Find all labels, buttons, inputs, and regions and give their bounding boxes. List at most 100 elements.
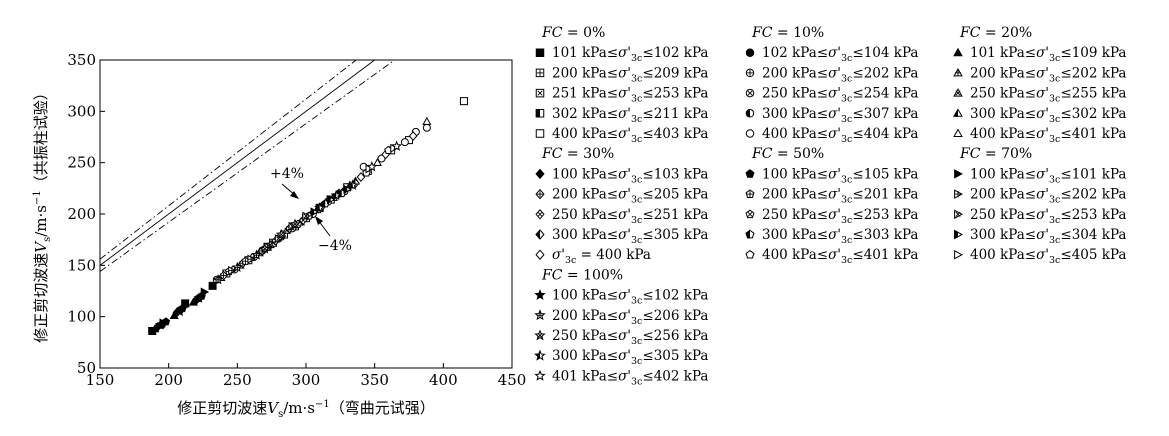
plus-4-label: +4% <box>270 166 304 182</box>
legend-entry-label: 200 kPa≤σ'3c≤202 kPa <box>762 65 918 84</box>
legend-entry-label: 250 kPa≤σ'3c≤251 kPa <box>552 207 708 226</box>
x-axis-label: 修正剪切波速Vs/m·s−1（弯曲元试强） <box>177 399 435 420</box>
square-x-marker <box>535 88 545 98</box>
tri-right-filled-marker <box>181 301 190 311</box>
star-half-marker <box>330 189 342 201</box>
tri-right-half-marker <box>310 207 319 217</box>
legend-entry-label: 302 kPa≤σ'3c≤211 kPa <box>552 106 708 125</box>
data-points <box>148 97 468 336</box>
diamond-half-marker <box>535 229 545 240</box>
square-half-marker <box>535 109 545 118</box>
star-filled-marker <box>534 289 546 300</box>
star-plus-marker <box>212 273 224 285</box>
y-axis-label: 修正剪切波速Vs/m·s−1（共振柱试验） <box>32 85 53 343</box>
star-plus-marker <box>534 309 546 321</box>
legend-entry-label: 200 kPa≤σ'3c≤201 kPa <box>762 187 918 206</box>
legend-entry-label: 200 kPa≤σ'3c≤209 kPa <box>552 65 708 84</box>
legend-entry-label: 400 kPa≤σ'3c≤405 kPa <box>970 247 1126 266</box>
tri-right-filled-marker <box>200 287 210 297</box>
legend-entry-label: 100 kPa≤σ'3c≤105 kPa <box>762 166 918 185</box>
y-tick-label: 300 <box>67 102 96 120</box>
legend-entry-label: 250 kPa≤σ'3c≤253 kPa <box>762 207 918 226</box>
circle-plus-marker <box>745 68 755 78</box>
diamond-open-marker <box>408 131 418 141</box>
triangle-open-marker <box>372 157 382 166</box>
diamond-open-marker <box>535 249 545 260</box>
legend-group-title: FC = 0% <box>541 25 605 41</box>
legend-entry-label: 100 kPa≤σ'3c≤103 kPa <box>552 166 708 185</box>
x-tick-label: 350 <box>360 371 389 389</box>
tri-right-plus-marker <box>954 189 963 199</box>
diamond-plus-marker <box>535 188 545 200</box>
legend-entry-label: 251 kPa≤σ'3c≤253 kPa <box>552 86 708 105</box>
tri-right-half-marker <box>954 229 963 240</box>
minus-4-arrowhead <box>315 216 323 225</box>
y-tick-label: 100 <box>67 308 96 326</box>
equality-line <box>99 59 375 266</box>
triangle-open-marker <box>953 128 963 137</box>
triangle-plus-marker <box>953 67 963 77</box>
diamond-plus-marker <box>219 270 228 281</box>
legend-group-title: FC = 10% <box>751 25 824 41</box>
circle-open-marker <box>745 129 755 138</box>
square-open-marker <box>535 129 545 138</box>
legend-entry-label: 300 kPa≤σ'3c≤303 kPa <box>762 227 918 246</box>
triangle-x-marker <box>953 88 963 97</box>
star-half-marker <box>314 202 326 213</box>
legend-entry-label: 200 kPa≤σ'3c≤202 kPa <box>970 187 1126 206</box>
tolerance-line <box>99 59 395 272</box>
x-tick-label: 450 <box>498 371 527 389</box>
legend-entry-label: 200 kPa≤σ'3c≤205 kPa <box>552 187 708 206</box>
square-open-marker <box>459 97 468 106</box>
legend-entry-label: 200 kPa≤σ'3c≤206 kPa <box>552 308 708 327</box>
legend-entry-label: 300 kPa≤σ'3c≤305 kPa <box>552 348 708 367</box>
diamond-open-marker <box>356 172 366 182</box>
x-tick-label: 150 <box>86 371 115 389</box>
circle-open-marker <box>422 123 431 132</box>
minus-4-label: −4% <box>318 238 352 254</box>
x-tick-label: 200 <box>154 371 183 389</box>
star-plus-marker <box>251 249 262 260</box>
legend-entry-label: 200 kPa≤σ'3c≤202 kPa <box>970 65 1126 84</box>
star-half-marker <box>534 349 546 361</box>
star-half-marker <box>347 179 359 190</box>
pentagon-filled-marker <box>745 169 755 178</box>
triangle-half-marker <box>953 108 963 117</box>
legend-entry-label: 100 kPa≤σ'3c≤101 kPa <box>970 166 1126 185</box>
y-tick-label: 350 <box>67 51 96 69</box>
legend-entry-label: 102 kPa≤σ'3c≤104 kPa <box>762 45 918 64</box>
axis-ticks: 150 200 250 300 350 400 450 50 100 150 200 250 300 35… <box>67 51 526 389</box>
legend-entry-label: 300 kPa≤σ'3c≤302 kPa <box>970 106 1126 125</box>
circle-filled-marker <box>745 48 755 57</box>
legend-entry-label: 300 kPa≤σ'3c≤304 kPa <box>970 227 1126 246</box>
diamond-filled-marker <box>535 168 545 180</box>
legend-entry-label: 250 kPa≤σ'3c≤256 kPa <box>552 328 708 347</box>
tri-right-x-marker <box>954 209 963 220</box>
star-open-marker <box>534 369 546 381</box>
y-tick-label: 50 <box>77 359 96 377</box>
star-x-marker <box>275 228 287 240</box>
legend-entry-label: 300 kPa≤σ'3c≤307 kPa <box>762 106 918 125</box>
x-tick-label: 400 <box>429 371 458 389</box>
star-x-marker <box>534 329 546 341</box>
star-open-marker <box>391 140 403 151</box>
square-plus-marker <box>535 68 545 78</box>
legend-entry-label: 400 kPa≤σ'3c≤401 kPa <box>762 247 918 266</box>
tri-right-plus-marker <box>228 265 237 275</box>
legend-entry-label: 250 kPa≤σ'3c≤255 kPa <box>970 86 1126 105</box>
circle-open-marker <box>400 138 409 147</box>
pentagon-half-marker <box>745 229 755 239</box>
pentagon-x-marker <box>745 209 755 219</box>
tri-right-open-marker <box>954 249 963 260</box>
legend-group-title: FC = 50% <box>751 146 824 162</box>
triangle-open-marker <box>422 116 432 125</box>
plus-4-arrowhead <box>290 191 299 199</box>
legend-entry-label: 101 kPa≤σ'3c≤102 kPa <box>552 45 708 64</box>
star-filled-marker <box>174 305 186 317</box>
circle-x-marker <box>745 88 755 98</box>
tolerance-line <box>99 59 357 260</box>
legend-entry-label: 100 kPa≤σ'3c≤102 kPa <box>552 288 708 307</box>
legend-entry-label: 300 kPa≤σ'3c≤305 kPa <box>552 227 708 246</box>
reference-lines <box>99 59 395 272</box>
